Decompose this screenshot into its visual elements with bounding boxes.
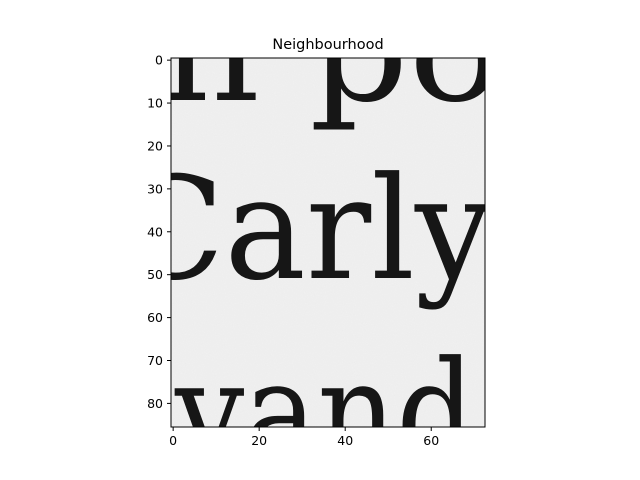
y-tick-label: 80 [147, 396, 163, 411]
y-tick-label: 40 [147, 224, 163, 239]
y-tick-label: 20 [147, 138, 163, 153]
image-text-line-1: n po [160, 0, 502, 134]
y-tick-label: 70 [147, 353, 163, 368]
x-tick-label: 20 [251, 433, 267, 448]
x-axis: 0 20 40 60 [169, 427, 439, 448]
y-tick-label: 30 [147, 181, 163, 196]
x-tick-label: 60 [423, 433, 439, 448]
x-tick-label: 40 [337, 433, 353, 448]
y-tick-label: 10 [147, 96, 163, 111]
x-tick-label: 0 [169, 433, 177, 448]
y-tick-label: 60 [147, 310, 163, 325]
y-axis: 0 10 20 30 40 50 60 70 80 [147, 53, 171, 411]
y-tick-label: 50 [147, 267, 163, 282]
y-tick-label: 0 [155, 53, 163, 68]
image-area: n po Carly vand [120, 0, 502, 480]
image-text-line-2: Carly [120, 147, 492, 312]
plot-title: Neighbourhood [272, 37, 383, 53]
image-text-line-3: vand [174, 331, 475, 480]
